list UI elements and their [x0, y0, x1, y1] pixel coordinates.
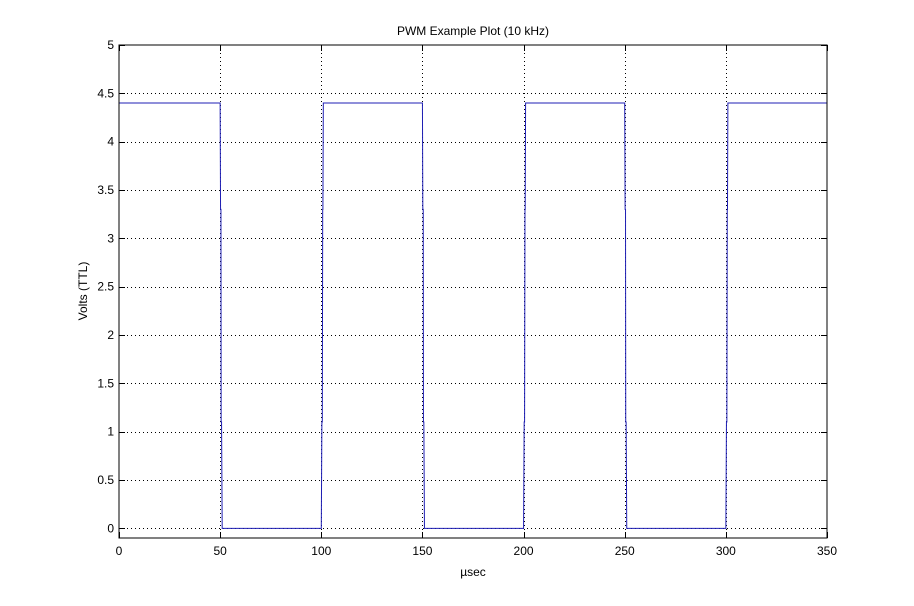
x-tick-label: 50: [213, 544, 227, 558]
y-tick-label: 3: [107, 231, 114, 245]
y-tick-label: 3.5: [97, 183, 114, 197]
series-layer: [119, 102, 827, 529]
pwm-signal-line: [119, 102, 827, 529]
y-tick-label: 2: [107, 328, 114, 342]
x-tick-label: 0: [116, 544, 123, 558]
x-tick-label: 150: [412, 544, 432, 558]
x-tick-label: 350: [817, 544, 837, 558]
x-axis-label: µsec: [460, 565, 486, 579]
y-tick-labels: 0 0.5 1 1.5 2 2.5 3 3.5 4 4.5 5: [97, 38, 114, 535]
y-tick-label: 0: [107, 521, 114, 535]
x-tick-label: 100: [311, 544, 331, 558]
x-tick-label: 200: [514, 544, 534, 558]
x-tick-label: 250: [615, 544, 635, 558]
plot-area: [119, 45, 827, 538]
y-axis-label: Volts (TTL): [76, 262, 90, 321]
y-tick-label: 5: [107, 38, 114, 52]
chart-title: PWM Example Plot (10 kHz): [397, 24, 549, 38]
y-tick-label: 1.5: [97, 376, 114, 390]
ticks: [119, 45, 828, 538]
plot-frame: [118, 44, 828, 539]
x-tick-labels: 0 50 100 150 200 250 300 350: [116, 544, 838, 558]
y-tick-label: 4: [107, 135, 114, 149]
y-tick-label: 4.5: [97, 86, 114, 100]
y-tick-label: 0.5: [97, 473, 114, 487]
x-tick-label: 300: [716, 544, 736, 558]
y-tick-label: 2.5: [97, 280, 114, 294]
y-tick-label: 1: [107, 425, 114, 439]
